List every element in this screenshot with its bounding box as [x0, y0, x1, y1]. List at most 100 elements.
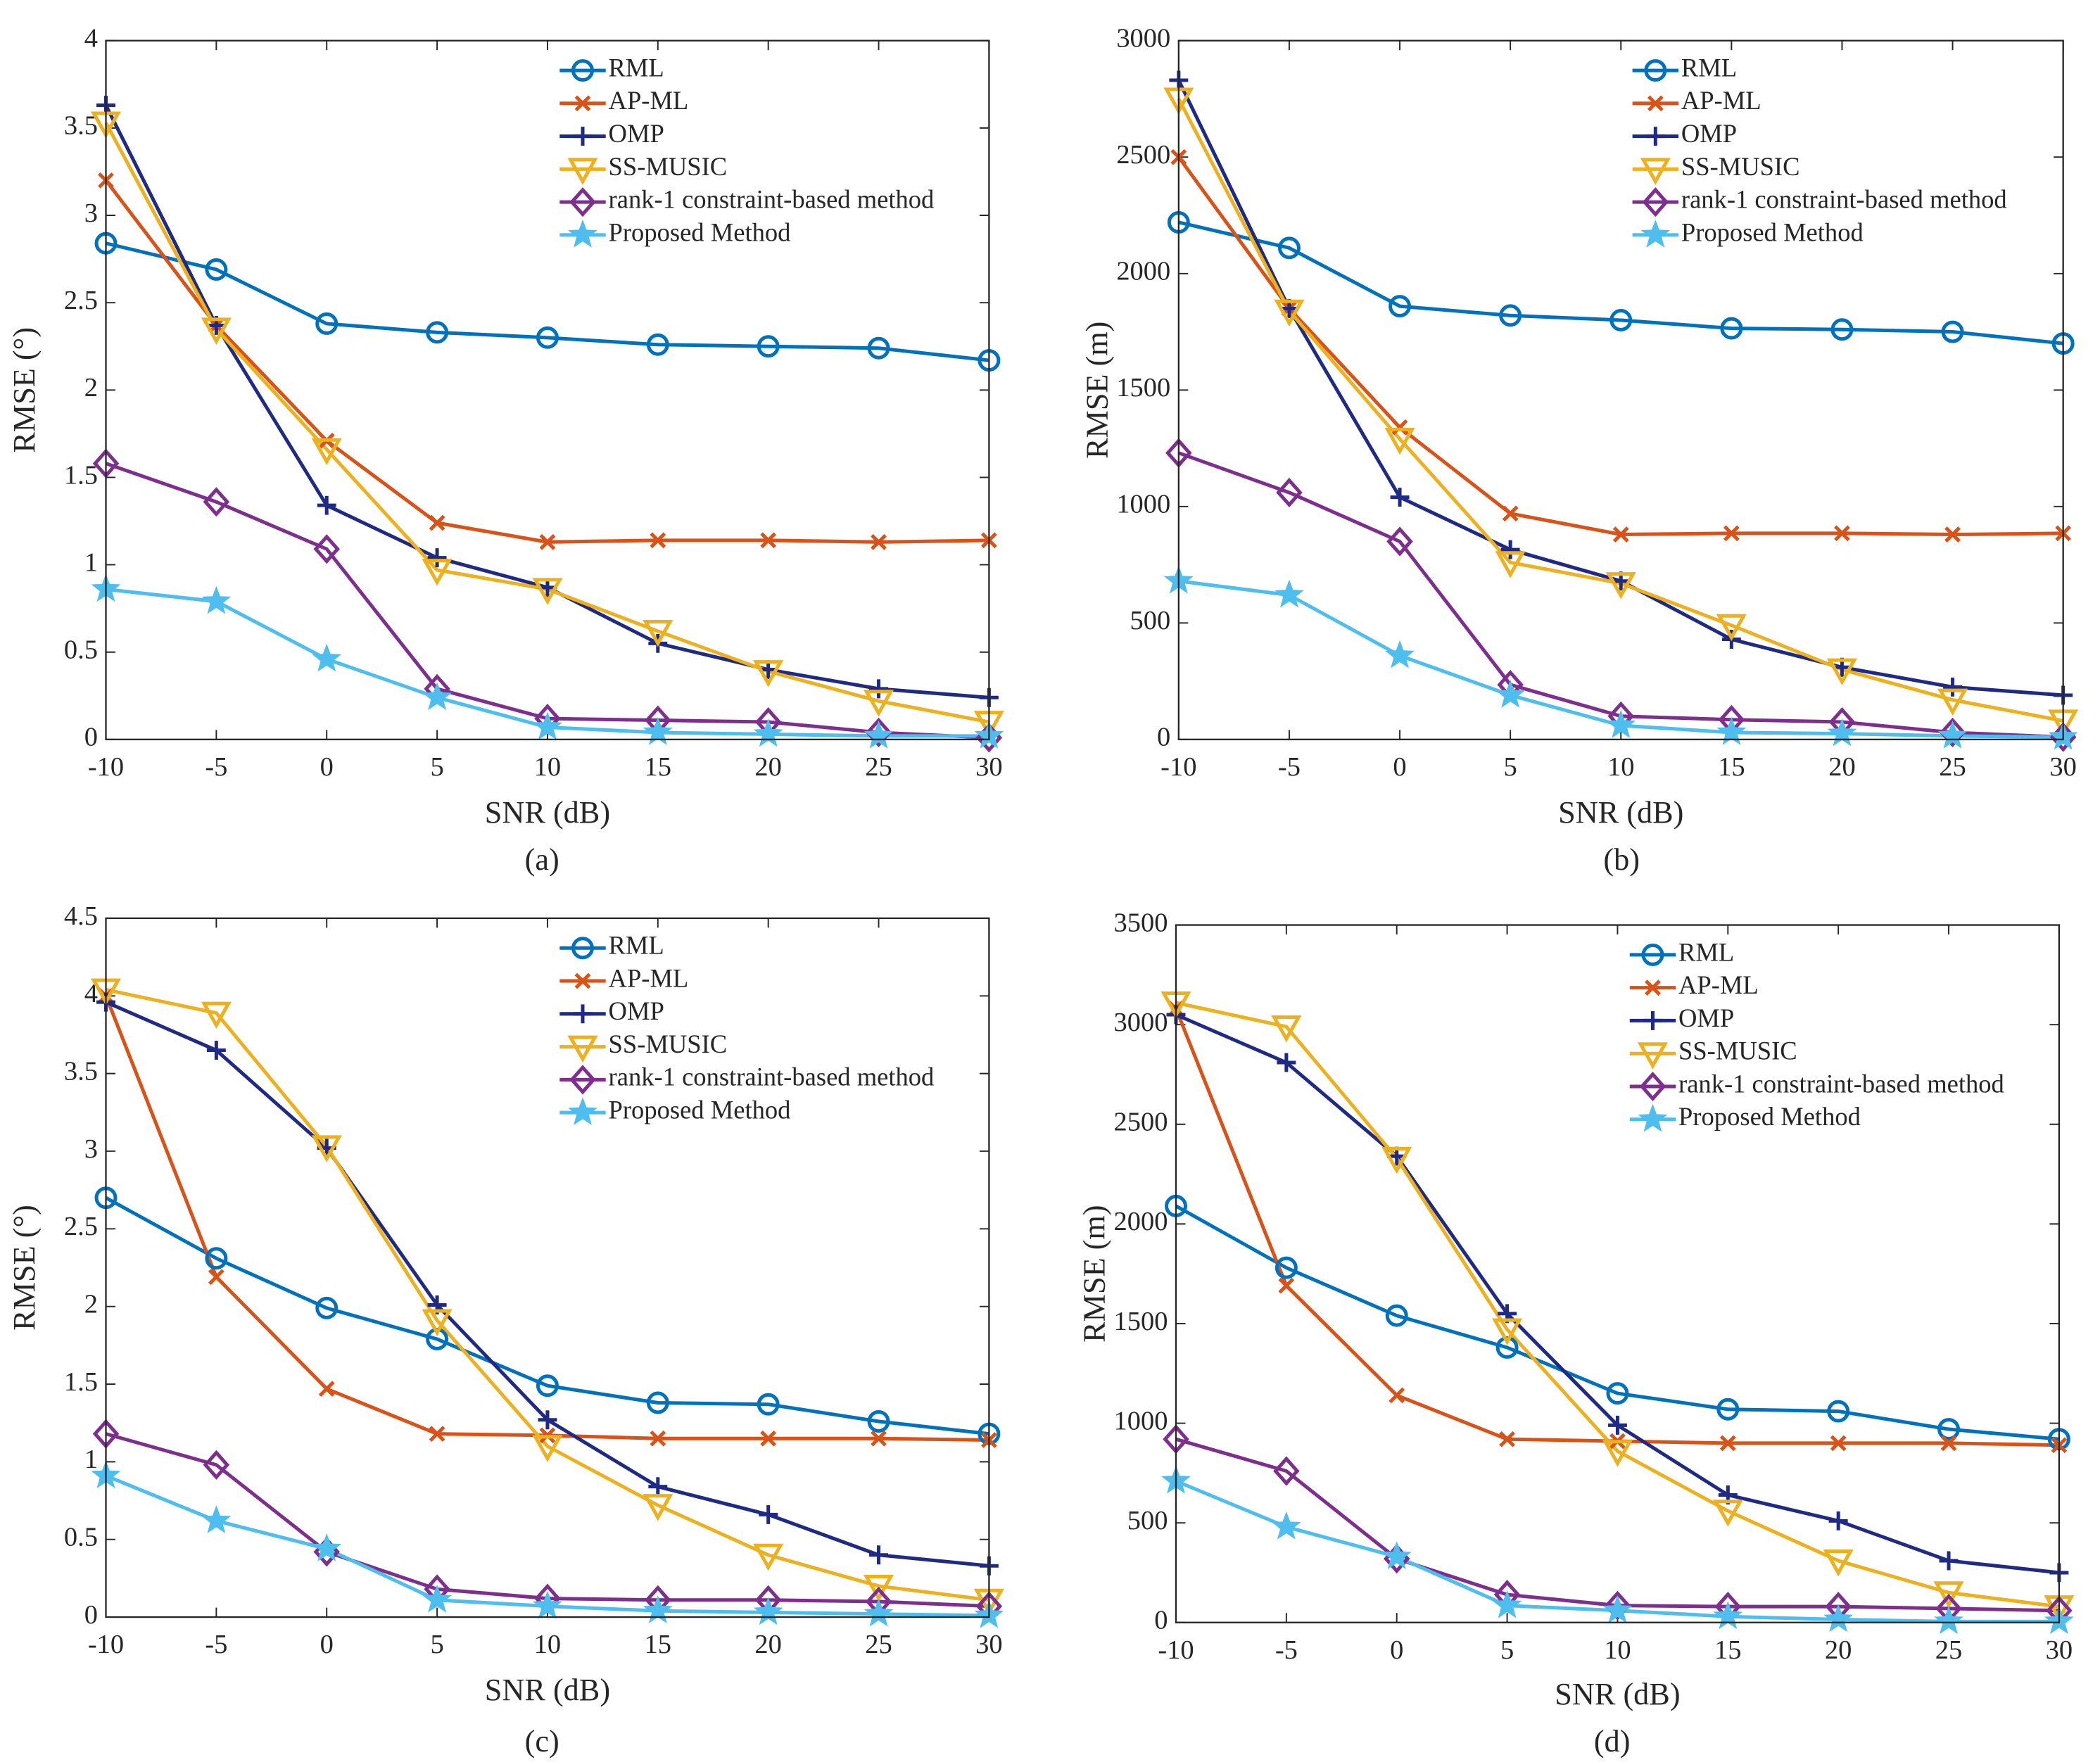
axes-box: [105, 917, 990, 1618]
x-tick-label: -5: [1275, 1635, 1298, 1665]
marker: [206, 1041, 226, 1060]
marker: [1381, 1146, 1412, 1174]
marker: [1643, 1010, 1662, 1030]
marker: [864, 1598, 894, 1627]
marker: [1719, 1435, 1736, 1452]
y-tick-label: 1000: [1113, 1406, 1168, 1435]
axes-box: [1177, 39, 2064, 741]
marker: [643, 716, 673, 745]
marker: [1277, 236, 1301, 260]
x-tick-label: -10: [1160, 752, 1196, 782]
y-tick-label: 2000: [1116, 257, 1170, 286]
x-tick-label: -10: [1158, 1635, 1194, 1665]
marker: [203, 1450, 230, 1480]
marker: [312, 1533, 342, 1561]
marker: [757, 335, 780, 358]
marker: [536, 326, 559, 349]
marker: [568, 219, 597, 248]
marker: [1641, 943, 1664, 966]
x-tick-label: 0: [1390, 1635, 1403, 1665]
marker: [532, 578, 563, 605]
marker: [1502, 505, 1519, 522]
x-tick-label: 5: [1500, 1635, 1514, 1665]
x-tick-label: 30: [2046, 1635, 2073, 1665]
x-tick-label: 10: [1604, 1635, 1631, 1665]
marker: [1278, 1277, 1295, 1294]
marker: [532, 1435, 563, 1462]
marker: [1828, 1511, 1848, 1530]
marker: [1716, 614, 1747, 642]
x-tick-label: 0: [320, 1630, 334, 1659]
y-tick-label: 3500: [1113, 908, 1168, 937]
y-axis-label: RMSE (°): [7, 327, 42, 453]
marker: [1602, 1440, 1633, 1467]
marker: [1499, 304, 1522, 327]
marker: [1271, 1511, 1301, 1540]
legend-label: Proposed Method: [609, 1096, 791, 1124]
marker: [201, 1505, 232, 1534]
marker: [760, 532, 777, 549]
marker: [871, 1430, 887, 1447]
legend-label: rank-1 constraint-based method: [1678, 1069, 2004, 1098]
y-tick-label: 0.5: [64, 1523, 98, 1552]
axes-box: [105, 39, 990, 741]
marker: [1716, 716, 1747, 745]
marker: [643, 619, 673, 647]
legend-label: rank-1 constraint-based method: [609, 185, 935, 214]
plot-area: [1175, 925, 2059, 1623]
marker: [1604, 1590, 1631, 1621]
marker: [422, 682, 453, 711]
marker: [1937, 1418, 1960, 1441]
y-tick-label: 1.5: [64, 460, 98, 490]
marker: [1612, 526, 1629, 543]
marker: [1274, 579, 1304, 608]
y-tick-label: 500: [1130, 606, 1171, 635]
series-line: [105, 988, 989, 1602]
y-tick-label: 3.5: [64, 1056, 98, 1086]
marker: [759, 1504, 778, 1524]
marker: [422, 1309, 453, 1336]
marker: [648, 1477, 668, 1497]
legend-label: SS-MUSIC: [609, 152, 728, 181]
axes-box: [1175, 924, 2061, 1623]
marker: [1499, 1431, 1515, 1447]
marker: [650, 532, 666, 549]
marker: [203, 487, 230, 517]
marker: [1834, 525, 1850, 542]
marker: [1640, 219, 1671, 248]
marker: [205, 258, 228, 281]
legend-label: OMP: [1681, 119, 1737, 148]
y-tick-label: 0.5: [64, 635, 98, 665]
marker: [571, 937, 594, 960]
x-tick-label: 5: [1504, 752, 1517, 782]
x-tick-label: -5: [205, 1630, 227, 1659]
marker: [1607, 1415, 1627, 1435]
marker: [1826, 658, 1858, 685]
marker: [757, 1393, 780, 1416]
marker: [312, 643, 342, 672]
x-tick-label: 25: [1939, 752, 1966, 782]
x-tick-label: 30: [975, 752, 1002, 782]
x-tick-label: 15: [645, 752, 671, 782]
y-tick-label: 0: [84, 723, 98, 752]
marker: [426, 321, 449, 344]
marker: [1500, 540, 1520, 559]
marker: [1716, 1397, 1740, 1421]
marker: [1723, 525, 1740, 542]
marker: [1389, 295, 1412, 318]
y-tick-label: 0: [1154, 1606, 1168, 1635]
y-tick-label: 2500: [1116, 140, 1170, 170]
marker: [650, 1430, 666, 1447]
y-tick-label: 1000: [1116, 490, 1170, 519]
marker: [1827, 1400, 1850, 1423]
plot-area: [106, 918, 989, 1618]
legend-label: RML: [1678, 937, 1734, 966]
marker: [201, 1001, 232, 1029]
caption: (d): [1594, 1724, 1631, 1758]
marker: [1943, 677, 1963, 697]
marker: [1495, 551, 1526, 578]
marker: [429, 1426, 445, 1443]
y-tick-label: 2500: [1113, 1108, 1168, 1137]
marker: [422, 559, 453, 586]
y-tick-label: 4.5: [64, 901, 98, 931]
